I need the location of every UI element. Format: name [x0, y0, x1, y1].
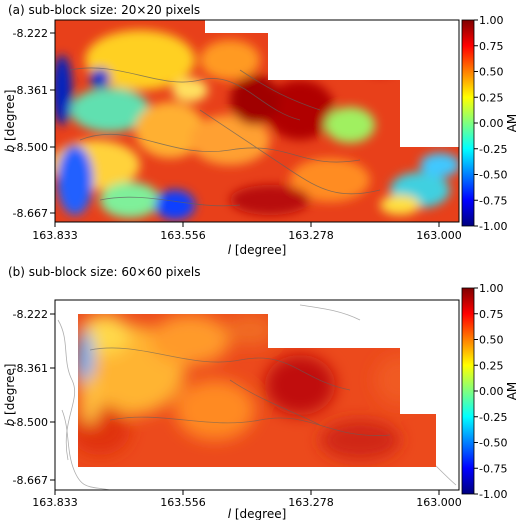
panel-a-frame	[54, 19, 460, 223]
colorbar-tick-label: 1.00	[479, 282, 504, 295]
colorbar-tick-label: -0.25	[479, 411, 507, 424]
panel-a-svg: (a) sub-block size: 20×20 pixels	[3, 3, 519, 257]
panel-a-title: (a) sub-block size: 20×20 pixels	[8, 3, 200, 17]
colorbar-tick-label: 1.00	[479, 14, 504, 27]
panel-b-title: (b) sub-block size: 60×60 pixels	[8, 265, 200, 279]
x-tick-label: 163.278	[288, 496, 334, 509]
y-tick-label: -8.222	[13, 27, 48, 40]
colorbar-tick-label: 0.25	[479, 91, 504, 104]
colorbar-tick-label: -0.75	[479, 462, 507, 475]
x-tick-label: 163.833	[32, 496, 78, 509]
colorbar-tick-label: 0.00	[479, 117, 504, 130]
y-tick-label: -8.361	[13, 84, 48, 97]
colorbar-tick-label: 0.00	[479, 385, 504, 398]
panel-b-xlabel: l [degree]	[228, 507, 287, 520]
panel-a-colorbar: 1.00 0.75 0.50 0.25 0.00 -0.25 -0.50 -0.…	[461, 14, 519, 233]
colorbar-tick-label: -0.75	[479, 194, 507, 207]
panel-a-heatmap	[55, 20, 459, 222]
colorbar-tick-label: 0.75	[479, 308, 504, 321]
panel-a-y-ticks: -8.222 -8.361 -8.500 -8.667	[13, 27, 55, 220]
panel-b-y-ticks: -8.222 -8.361 -8.500 -8.667	[13, 308, 55, 487]
colorbar-tick-label: -0.25	[479, 143, 507, 156]
y-tick-label: -8.667	[13, 207, 48, 220]
panel-a-x-ticks: 163.833 163.556 163.278 163.000	[32, 222, 462, 242]
colorbar-tick-label: -0.50	[479, 169, 507, 182]
y-tick-label: -8.500	[13, 416, 48, 429]
colorbar-tick-label: 0.75	[479, 40, 504, 53]
colorbar-tick-label: -1.00	[479, 488, 507, 501]
x-tick-label: 163.000	[416, 229, 462, 242]
colorbar-label: AM	[505, 382, 519, 401]
panel-b-ylabel: b [degree]	[3, 364, 17, 427]
x-tick-label: 163.556	[160, 229, 206, 242]
colorbar-tick-label: -1.00	[479, 220, 507, 233]
panel-b-frame	[54, 299, 460, 491]
y-tick-label: -8.222	[13, 308, 48, 321]
panel-b-heatmap	[78, 314, 436, 467]
panel-b-svg: (b) sub-block size: 60×60 pixels	[3, 265, 519, 520]
y-tick-label: -8.500	[13, 141, 48, 154]
colorbar-tick-label: 0.50	[479, 66, 504, 79]
panel-b: (b) sub-block size: 60×60 pixels	[0, 260, 520, 520]
panel-a-xlabel: l [degree]	[228, 243, 287, 257]
panel-b-colorbar: 1.00 0.75 0.50 0.25 0.00 -0.25 -0.50 -0.…	[461, 282, 519, 501]
panel-b-x-ticks: 163.833 163.556 163.278 163.000	[32, 490, 462, 509]
colorbar-label: AM	[505, 114, 519, 133]
x-tick-label: 163.278	[288, 229, 334, 242]
x-tick-label: 163.556	[160, 496, 206, 509]
colorbar-tick-label: 0.25	[479, 359, 504, 372]
colorbar-tick-label: -0.50	[479, 437, 507, 450]
panel-a: (a) sub-block size: 20×20 pixels	[3, 3, 519, 257]
colorbar-tick-label: 0.50	[479, 334, 504, 347]
x-tick-label: 163.000	[416, 496, 462, 509]
y-tick-label: -8.667	[13, 474, 48, 487]
panel-a-ylabel: b [degree]	[3, 90, 17, 153]
y-tick-label: -8.361	[13, 362, 48, 375]
x-tick-label: 163.833	[32, 229, 78, 242]
